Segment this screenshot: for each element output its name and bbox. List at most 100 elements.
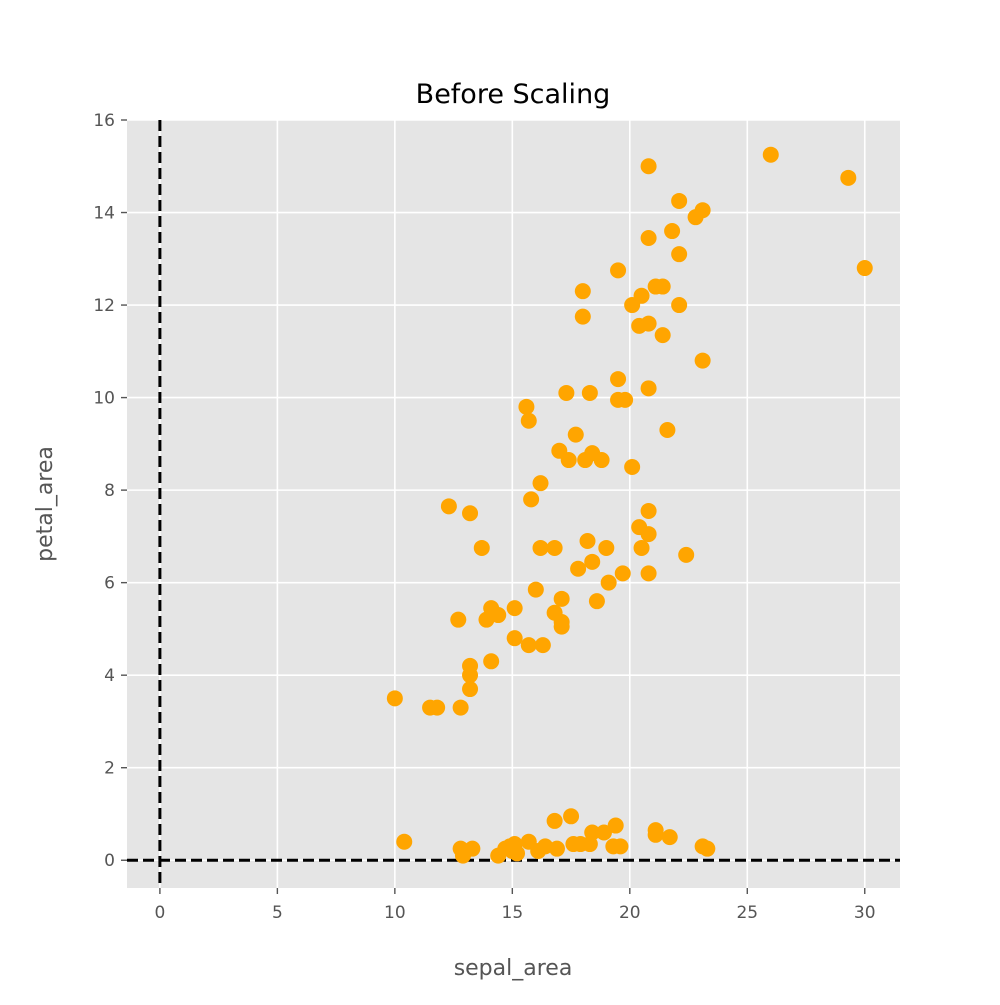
data-point: [579, 533, 596, 550]
y-axis-label: petal_area: [33, 446, 58, 562]
data-point: [574, 283, 591, 300]
data-point: [574, 308, 591, 325]
data-point: [527, 581, 544, 598]
data-point: [659, 421, 676, 438]
x-tick-label: 15: [502, 903, 524, 923]
data-point: [462, 505, 479, 522]
y-tick-label: 0: [104, 851, 115, 871]
data-point: [532, 539, 549, 556]
data-point: [762, 146, 779, 163]
x-tick-label: 25: [736, 903, 758, 923]
data-point: [396, 833, 413, 850]
data-point: [661, 829, 678, 846]
data-point: [548, 840, 565, 857]
data-point: [523, 491, 540, 508]
y-tick-label: 8: [104, 481, 115, 501]
data-point: [671, 192, 688, 209]
data-point: [462, 681, 479, 698]
data-point: [647, 826, 664, 843]
data-point: [546, 812, 563, 829]
data-point: [678, 546, 695, 563]
data-point: [464, 840, 481, 857]
data-point: [671, 246, 688, 263]
data-point: [560, 452, 577, 469]
data-point: [617, 391, 634, 408]
y-tick-label: 16: [93, 111, 115, 131]
x-axis-ticks: 0 5 10 15 20 25 30: [154, 888, 876, 923]
data-point: [856, 260, 873, 277]
data-point: [607, 817, 624, 834]
data-point: [600, 574, 617, 591]
data-point: [588, 593, 605, 610]
data-point: [483, 653, 500, 670]
x-tick-label: 0: [154, 903, 165, 923]
x-tick-label: 10: [384, 903, 406, 923]
data-point: [518, 398, 535, 415]
data-point: [440, 498, 457, 515]
data-point: [386, 690, 403, 707]
data-point: [473, 539, 490, 556]
data-point: [584, 824, 601, 841]
data-point: [534, 637, 551, 654]
data-point: [640, 229, 657, 246]
y-tick-label: 10: [93, 389, 115, 409]
data-point: [506, 630, 523, 647]
data-point: [581, 384, 598, 401]
data-point: [490, 607, 507, 624]
data-point: [664, 223, 681, 240]
chart-title: Before Scaling: [416, 79, 611, 110]
x-tick-label: 20: [619, 903, 641, 923]
data-point: [429, 699, 446, 716]
data-point: [506, 600, 523, 617]
x-tick-label: 5: [272, 903, 283, 923]
data-point: [640, 502, 657, 519]
y-axis-ticks: 0 2 4 6 8 10 12 14 16: [93, 111, 127, 871]
data-point: [563, 808, 580, 825]
data-point: [699, 840, 716, 857]
data-point: [546, 539, 563, 556]
data-point: [595, 824, 612, 841]
data-point: [610, 371, 627, 388]
data-point: [640, 380, 657, 397]
data-points: [386, 146, 873, 864]
data-point: [553, 618, 570, 635]
plot-area: [127, 120, 900, 888]
data-point: [593, 452, 610, 469]
y-tick-label: 4: [104, 666, 115, 686]
data-point: [633, 287, 650, 304]
x-axis-label: sepal_area: [454, 956, 573, 981]
data-point: [520, 637, 537, 654]
x-tick-label: 30: [854, 903, 876, 923]
y-tick-label: 12: [93, 296, 115, 316]
data-point: [532, 475, 549, 492]
data-point: [654, 327, 671, 344]
data-point: [570, 560, 587, 577]
data-point: [694, 352, 711, 369]
data-point: [624, 458, 641, 475]
data-point: [450, 611, 467, 628]
data-point: [567, 426, 584, 443]
data-point: [671, 297, 688, 314]
data-point: [598, 539, 615, 556]
y-tick-label: 14: [93, 204, 115, 224]
data-point: [584, 553, 601, 570]
data-point: [694, 202, 711, 219]
data-point: [633, 539, 650, 556]
y-tick-label: 6: [104, 574, 115, 594]
data-point: [452, 699, 469, 716]
data-point: [612, 838, 629, 855]
data-point: [558, 384, 575, 401]
data-point: [654, 278, 671, 295]
data-point: [614, 565, 631, 582]
data-point: [520, 412, 537, 429]
data-point: [610, 262, 627, 279]
data-point: [553, 590, 570, 607]
data-point: [462, 667, 479, 684]
data-point: [640, 526, 657, 543]
data-point: [640, 315, 657, 332]
data-point: [840, 169, 857, 186]
data-point: [509, 845, 526, 862]
data-point: [640, 158, 657, 175]
